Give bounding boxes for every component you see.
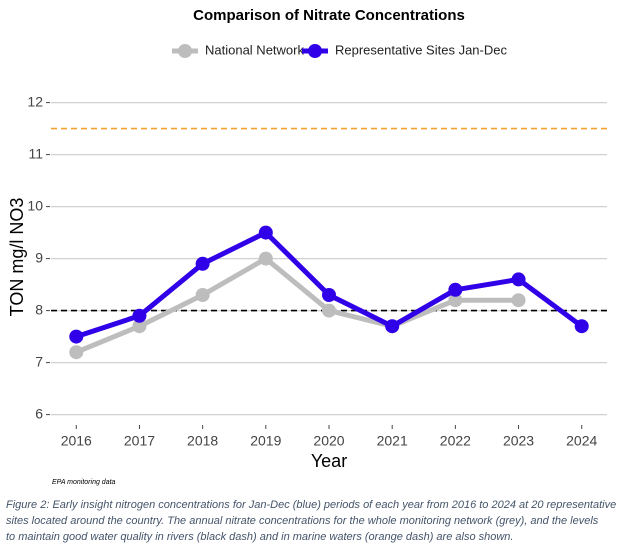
point (511, 272, 526, 287)
x-tick-label: 2018 (187, 433, 218, 449)
series-line (75, 256, 519, 355)
point (322, 288, 336, 302)
point (448, 282, 463, 297)
point (385, 319, 400, 334)
legend-label: National Network (205, 42, 304, 57)
point (322, 303, 336, 318)
caption-line: sites located around the country. The an… (6, 515, 599, 527)
y-tick-label: 7 (35, 353, 43, 369)
point (511, 293, 526, 308)
point (132, 308, 147, 323)
x-tick-label: 2022 (440, 433, 471, 449)
caption-line: to maintain good water quality in rivers… (6, 531, 513, 543)
y-tick-label: 8 (35, 301, 43, 317)
point (132, 319, 147, 334)
y-tick-label: 9 (35, 249, 43, 265)
legend-label: Representative Sites Jan-Dec (335, 42, 507, 57)
source-note: EPA monitoring data (52, 479, 116, 486)
y-axis-title: TON mg/l NO3 (7, 198, 27, 317)
point (69, 329, 84, 344)
legend-swatch (308, 44, 322, 58)
chart-title: Comparison of Nitrate Concentrations (193, 7, 465, 24)
y-tick-label: 6 (35, 405, 43, 421)
x-axis-title: Year (311, 451, 347, 471)
point (195, 288, 210, 302)
y-tick-label: 12 (27, 93, 43, 109)
point (258, 251, 273, 266)
x-tick-label: 2019 (250, 433, 281, 449)
point (448, 293, 463, 308)
x-tick-label: 2016 (61, 433, 92, 449)
x-tick-label: 2021 (377, 433, 408, 449)
y-tick-label: 10 (27, 197, 43, 213)
y-tick-label: 11 (28, 145, 43, 161)
point (574, 319, 589, 334)
point (195, 256, 210, 271)
point (69, 345, 84, 360)
x-tick-label: 2024 (566, 433, 597, 449)
legend-swatch (178, 44, 192, 58)
caption-line: Figure 2: Early insight nitrogen concent… (6, 499, 616, 511)
x-tick-label: 2023 (503, 433, 534, 449)
x-tick-label: 2020 (313, 433, 344, 449)
point (258, 225, 273, 240)
x-tick-label: 2017 (124, 433, 155, 449)
